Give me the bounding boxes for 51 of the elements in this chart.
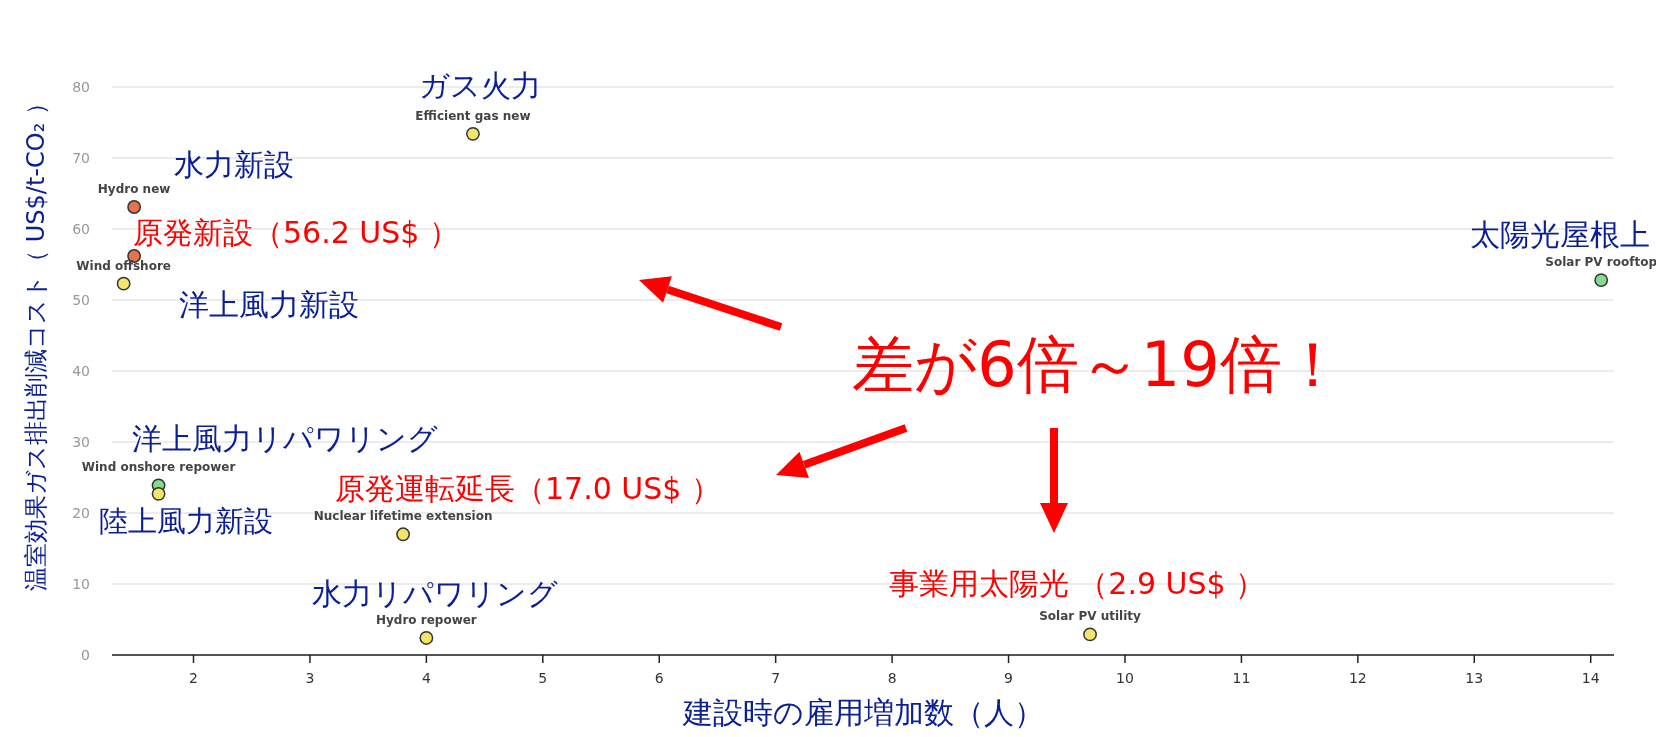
x-tick-label: 12: [1348, 670, 1367, 686]
x-tick-label: 7: [771, 670, 781, 686]
x-tick-label: 10: [1116, 670, 1134, 686]
x-tick-label: 5: [538, 670, 548, 686]
x-tick-label: 11: [1232, 670, 1251, 686]
y-tick-label: 0: [81, 646, 90, 663]
series-label: Wind onshore repower: [81, 460, 236, 475]
x-axis-title: 建設時の雇用増加数（人）: [681, 695, 1044, 730]
y-tick-label: 60: [72, 220, 90, 237]
annotation: 差が6倍～19倍！: [852, 327, 1344, 401]
series-label: Wind offshore: [76, 258, 171, 273]
annotation: ガス火力: [419, 67, 541, 103]
point: [419, 631, 434, 645]
x-tick-label: 9: [1004, 670, 1013, 686]
point: [1594, 273, 1609, 288]
point: [127, 200, 142, 214]
point: [396, 527, 411, 542]
y-tick-label: 10: [72, 575, 90, 592]
y-tick-label: 50: [72, 291, 90, 308]
annotation: 水力新設: [174, 146, 294, 182]
y-tick-label: 20: [72, 504, 90, 521]
series-label: Nuclear lifetime extension: [313, 509, 493, 524]
series-label: Hydro repower: [375, 612, 477, 627]
x-tick-label: 3: [305, 670, 315, 686]
point: [116, 276, 131, 291]
y-tick-label: 40: [72, 362, 90, 379]
annotation: 原発新設（56.2 US$ ）: [133, 214, 459, 250]
annotation: 陸上風力新設: [99, 504, 273, 539]
y-tick-label: 80: [72, 78, 90, 95]
point: [151, 486, 166, 501]
annotation: 事業用太陽光 （2.9 US$ ）: [888, 565, 1266, 601]
x-tick-label: 8: [887, 670, 897, 686]
annotation: 洋上風力リパワリング: [132, 420, 438, 456]
x-tick-label: 13: [1465, 670, 1484, 686]
annotation: 原発運転延長（17.0 US$ ）: [335, 470, 721, 506]
y-axis-title: 温室効果ガス排出削減コスト（ US$/t-CO₂ ）: [22, 91, 50, 591]
annotation: 洋上風力新設: [179, 286, 359, 322]
y-tick-label: 30: [72, 433, 90, 450]
x-tick-label: 2: [189, 670, 198, 686]
point: [1083, 627, 1097, 642]
point: [466, 126, 480, 141]
series-label: Solar PV utility: [1039, 609, 1142, 624]
x-tick-label: 14: [1581, 670, 1600, 686]
annotation: 太陽光屋根上: [1470, 216, 1650, 252]
annotation: 水力リパワリング: [312, 575, 558, 611]
series-label: Hydro new: [97, 181, 171, 196]
y-tick-label: 70: [72, 149, 90, 166]
x-tick-label: 4: [421, 670, 431, 686]
x-tick-label: 6: [654, 670, 664, 686]
series-label: Efficient gas new: [415, 108, 531, 123]
series-label: Solar PV rooftop: [1545, 255, 1656, 270]
